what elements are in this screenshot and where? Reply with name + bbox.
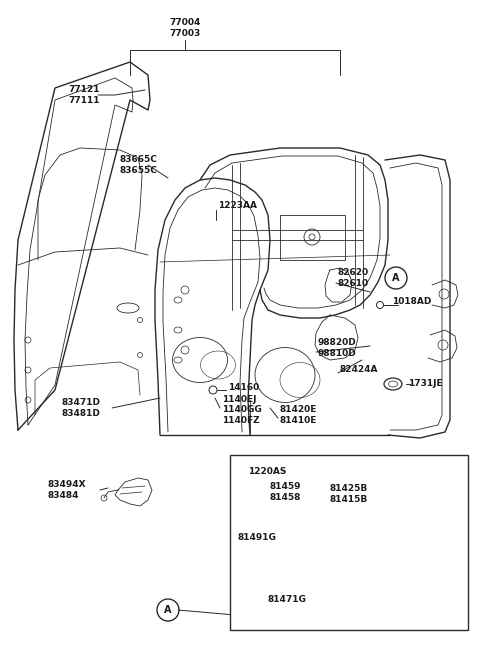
Text: A: A xyxy=(392,273,400,283)
Text: 14160: 14160 xyxy=(228,384,259,392)
Text: 1140EJ
1140GG
1140FZ: 1140EJ 1140GG 1140FZ xyxy=(222,395,262,425)
Text: 1731JE: 1731JE xyxy=(408,380,443,388)
Text: 83494X
83484: 83494X 83484 xyxy=(48,480,86,500)
Text: 81491G: 81491G xyxy=(238,533,277,543)
Text: 81459
81458: 81459 81458 xyxy=(270,482,301,502)
Bar xyxy=(230,455,468,630)
Text: 81420E
81410E: 81420E 81410E xyxy=(280,405,317,424)
Text: 83665C
83655C: 83665C 83655C xyxy=(120,155,158,174)
Text: 82620
82610: 82620 82610 xyxy=(338,268,369,288)
Text: 77121
77111: 77121 77111 xyxy=(68,85,99,105)
Text: 1223AA: 1223AA xyxy=(218,201,257,209)
Text: 1018AD: 1018AD xyxy=(392,298,432,306)
Text: A: A xyxy=(164,605,172,615)
Text: 98820D
98810D: 98820D 98810D xyxy=(318,338,357,358)
Text: 1220AS: 1220AS xyxy=(248,468,287,476)
Text: 83471D
83481D: 83471D 83481D xyxy=(62,398,101,418)
Text: 77004
77003: 77004 77003 xyxy=(169,18,201,37)
Text: 81471G: 81471G xyxy=(268,596,307,604)
Text: 81425B
81415B: 81425B 81415B xyxy=(330,484,368,504)
Text: 82424A: 82424A xyxy=(340,365,379,375)
Bar xyxy=(280,215,345,260)
